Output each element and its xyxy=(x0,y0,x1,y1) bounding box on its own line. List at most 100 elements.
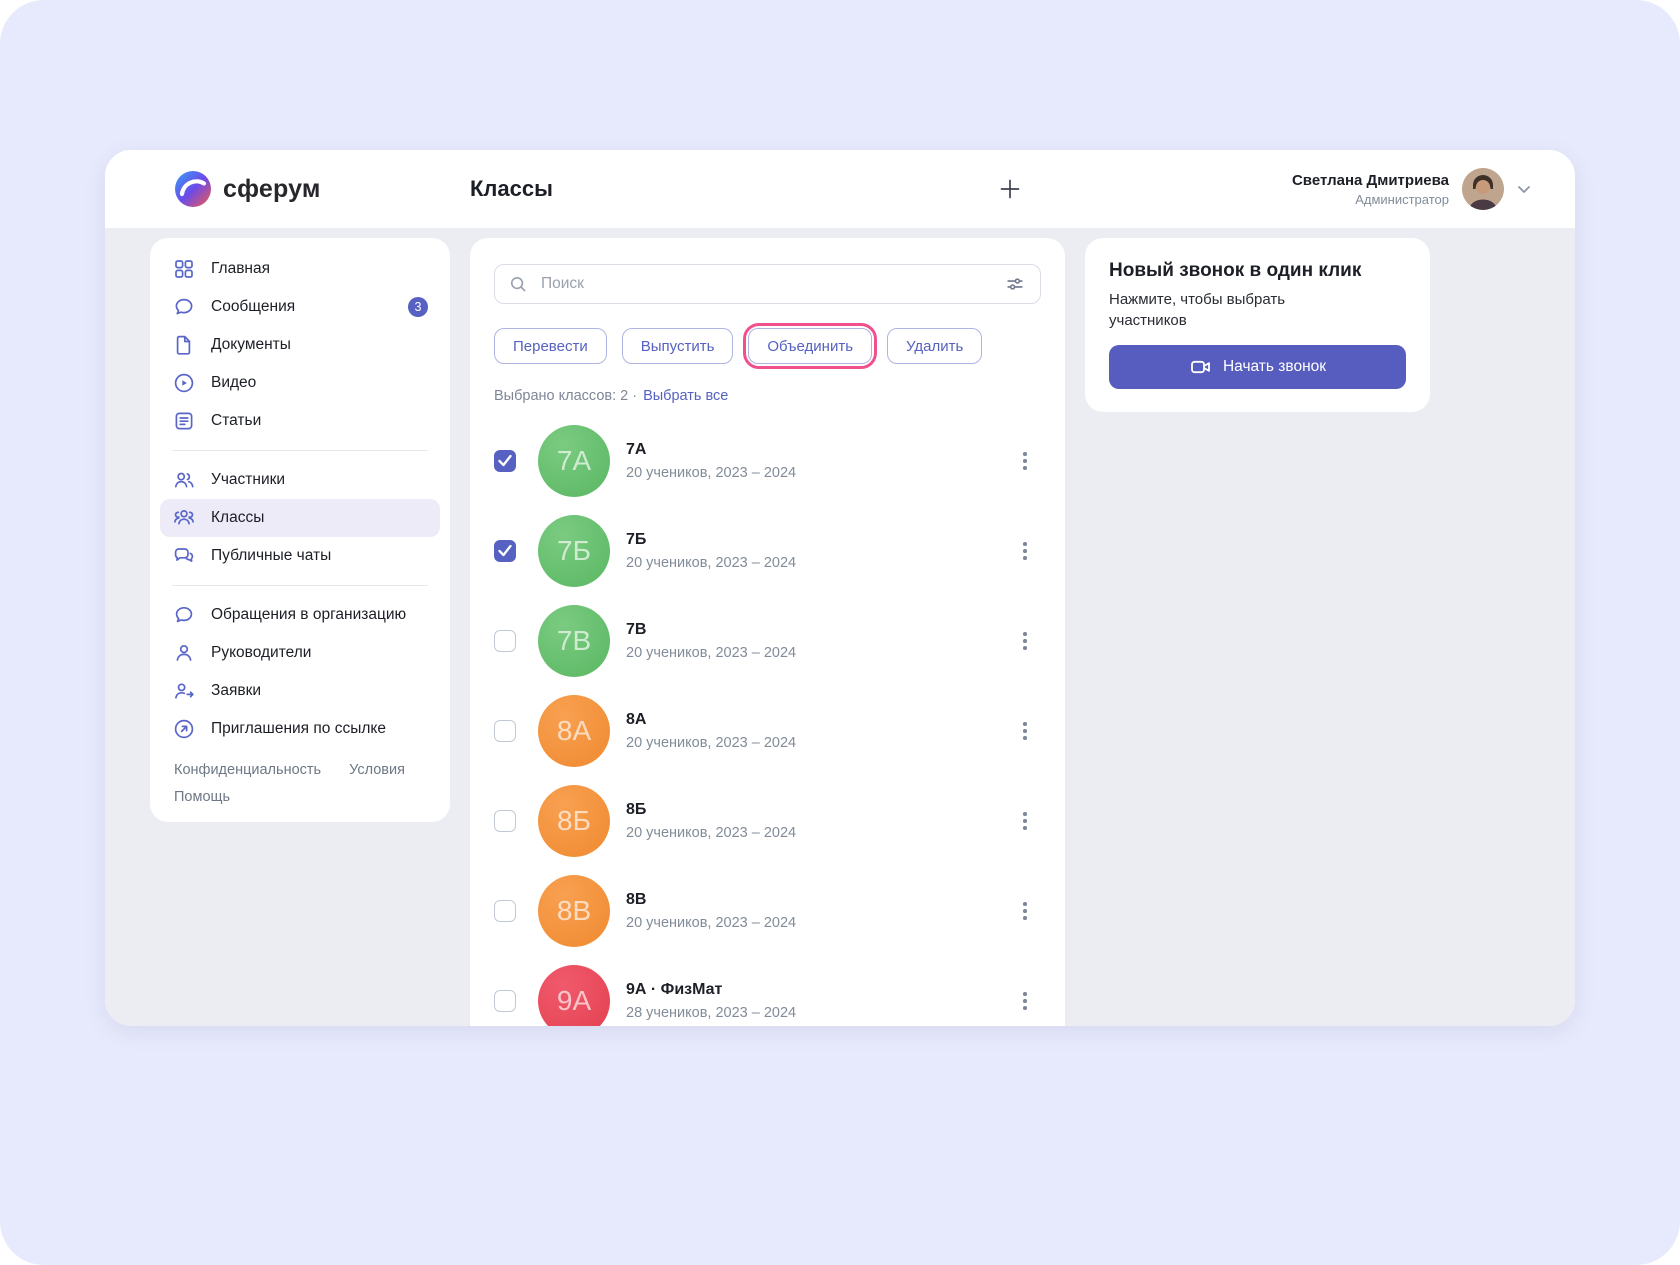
sidebar-divider xyxy=(172,585,428,586)
class-meta: 20 учеников, 2023 – 2024 xyxy=(626,825,797,841)
user-role: Администратор xyxy=(1355,191,1449,207)
class-avatar: 8А xyxy=(538,695,610,767)
privacy-link[interactable]: Конфиденциальность xyxy=(174,762,322,778)
row-checkbox[interactable] xyxy=(494,450,516,472)
class-name: 9А · ФизМат xyxy=(626,981,723,998)
row-menu-button[interactable] xyxy=(1013,534,1037,568)
class-meta: 20 учеников, 2023 – 2024 xyxy=(626,735,797,751)
class-avatar: 7А xyxy=(538,425,610,497)
user-name: Светлана Дмитриева xyxy=(1291,171,1449,189)
sferum-logo-icon xyxy=(175,171,211,207)
sidebar-item-label: Документы xyxy=(211,336,291,353)
row-checkbox[interactable] xyxy=(494,540,516,562)
sidebar-item-messages[interactable]: Сообщения 3 xyxy=(160,288,440,326)
sidebar-item-articles[interactable]: Статьи xyxy=(160,402,440,440)
sidebar-item-label: Публичные чаты xyxy=(211,547,332,564)
class-info: 8А 20 учеников, 2023 – 2024 xyxy=(626,711,796,751)
terms-link[interactable]: Условия xyxy=(349,762,405,778)
checkmark-icon xyxy=(498,455,512,467)
sidebar-item-label: Видео xyxy=(211,374,257,391)
sidebar-item-invite-links[interactable]: Приглашения по ссылке xyxy=(160,710,440,748)
row-menu-button[interactable] xyxy=(1013,804,1037,838)
merge-button[interactable]: Объединить xyxy=(743,323,877,369)
select-all-link[interactable]: Выбрать все xyxy=(643,388,729,404)
class-meta: 28 учеников, 2023 – 2024 xyxy=(626,1005,797,1021)
start-call-button[interactable]: Начать звонок xyxy=(1109,345,1406,389)
sidebar-item-applications[interactable]: Заявки xyxy=(160,672,440,710)
search-input[interactable] xyxy=(539,274,992,294)
classes-panel: Перевести Выпустить Объединить Удалить В… xyxy=(470,238,1065,1026)
row-checkbox[interactable] xyxy=(494,900,516,922)
bulk-actions: Перевести Выпустить Объединить Удалить xyxy=(494,323,1041,369)
person-arrow-icon xyxy=(175,683,194,699)
class-info: 8В 20 учеников, 2023 – 2024 xyxy=(626,891,796,931)
selection-status: Выбрано классов: 2 · Выбрать все xyxy=(494,386,1041,406)
class-info: 7Б 20 учеников, 2023 – 2024 xyxy=(626,531,796,571)
call-panel-subtitle: Нажмите, чтобы выбрать участников xyxy=(1109,291,1286,329)
class-avatar: 7Б xyxy=(538,515,610,587)
class-meta: 20 учеников, 2023 – 2024 xyxy=(626,645,797,661)
class-meta: 20 учеников, 2023 – 2024 xyxy=(626,915,797,931)
class-avatar: 8В xyxy=(538,875,610,947)
row-checkbox[interactable] xyxy=(494,720,516,742)
sidebar-item-video[interactable]: Видео xyxy=(160,364,440,402)
sidebar-item-participants[interactable]: Участники xyxy=(160,461,440,499)
sidebar-item-label: Обращения в организацию xyxy=(211,606,407,623)
row-menu-button[interactable] xyxy=(1013,984,1037,1018)
class-name: 8В xyxy=(626,891,647,908)
document-icon xyxy=(176,335,191,355)
help-link[interactable]: Помощь xyxy=(174,789,231,805)
delete-button[interactable]: Удалить xyxy=(887,328,983,364)
row-checkbox[interactable] xyxy=(494,810,516,832)
class-meta: 20 учеников, 2023 – 2024 xyxy=(626,555,797,571)
class-avatar: 8Б xyxy=(538,785,610,857)
sidebar-item-public-chats[interactable]: Публичные чаты xyxy=(160,537,440,575)
class-row: 7В 7В 20 учеников, 2023 – 2024 xyxy=(494,596,1041,686)
sidebar-item-leaders[interactable]: Руководители xyxy=(160,634,440,672)
content-area: Главная Сообщения 3 Документы xyxy=(105,228,1575,1026)
sidebar-footer: Конфиденциальность Условия Помощь xyxy=(160,762,440,805)
chevron-down-icon xyxy=(1518,185,1530,193)
video-camera-icon xyxy=(1191,360,1210,374)
sliders-icon xyxy=(1007,278,1023,290)
class-row: 7А 7А 20 учеников, 2023 – 2024 xyxy=(494,416,1041,506)
class-row: 9А 9А · ФизМат 28 учеников, 2023 – 2024 xyxy=(494,956,1041,1026)
row-checkbox[interactable] xyxy=(494,990,516,1012)
app-logo[interactable]: сферум xyxy=(175,150,321,228)
filter-button[interactable] xyxy=(1002,271,1028,297)
class-row: 8Б 8Б 20 учеников, 2023 – 2024 xyxy=(494,776,1041,866)
class-name: 7В xyxy=(626,621,647,638)
app-window: сферум Классы Светлана Дмитриева Админис… xyxy=(105,150,1575,1026)
class-name: 8Б xyxy=(626,801,647,818)
row-menu-button[interactable] xyxy=(1013,894,1037,928)
class-name: 8А xyxy=(626,711,647,728)
user-menu[interactable]: Светлана Дмитриева Администратор xyxy=(1292,150,1531,228)
row-menu-button[interactable] xyxy=(1013,714,1037,748)
row-checkbox[interactable] xyxy=(494,630,516,652)
user-avatar xyxy=(1462,168,1504,210)
grid-icon xyxy=(175,260,193,278)
sidebar-item-classes[interactable]: Классы xyxy=(160,499,440,537)
class-row: 8А 8А 20 учеников, 2023 – 2024 xyxy=(494,686,1041,776)
class-info: 9А · ФизМат 28 учеников, 2023 – 2024 xyxy=(626,981,796,1021)
class-list: 7А 7А 20 учеников, 2023 – 2024 7Б xyxy=(494,416,1041,1026)
transfer-button[interactable]: Перевести xyxy=(494,328,607,364)
class-name: 7Б xyxy=(626,531,647,548)
sidebar-item-org-requests[interactable]: Обращения в организацию xyxy=(160,596,440,634)
sidebar-item-home[interactable]: Главная xyxy=(160,250,440,288)
message-icon xyxy=(175,606,193,623)
class-row: 7Б 7Б 20 учеников, 2023 – 2024 xyxy=(494,506,1041,596)
link-invite-icon xyxy=(174,719,194,739)
class-name: 7А xyxy=(626,441,647,458)
graduate-button[interactable]: Выпустить xyxy=(621,328,734,364)
page-title: Классы xyxy=(470,176,553,201)
row-menu-button[interactable] xyxy=(1013,624,1037,658)
sidebar-divider xyxy=(172,450,428,451)
sidebar-item-documents[interactable]: Документы xyxy=(160,326,440,364)
sidebar-item-label: Руководители xyxy=(211,644,312,661)
class-info: 7А 20 учеников, 2023 – 2024 xyxy=(626,441,796,481)
public-chats-icon xyxy=(174,548,194,562)
row-menu-button[interactable] xyxy=(1013,444,1037,478)
add-button[interactable] xyxy=(992,171,1028,207)
selection-count: Выбрано классов: 2 · xyxy=(494,388,638,404)
